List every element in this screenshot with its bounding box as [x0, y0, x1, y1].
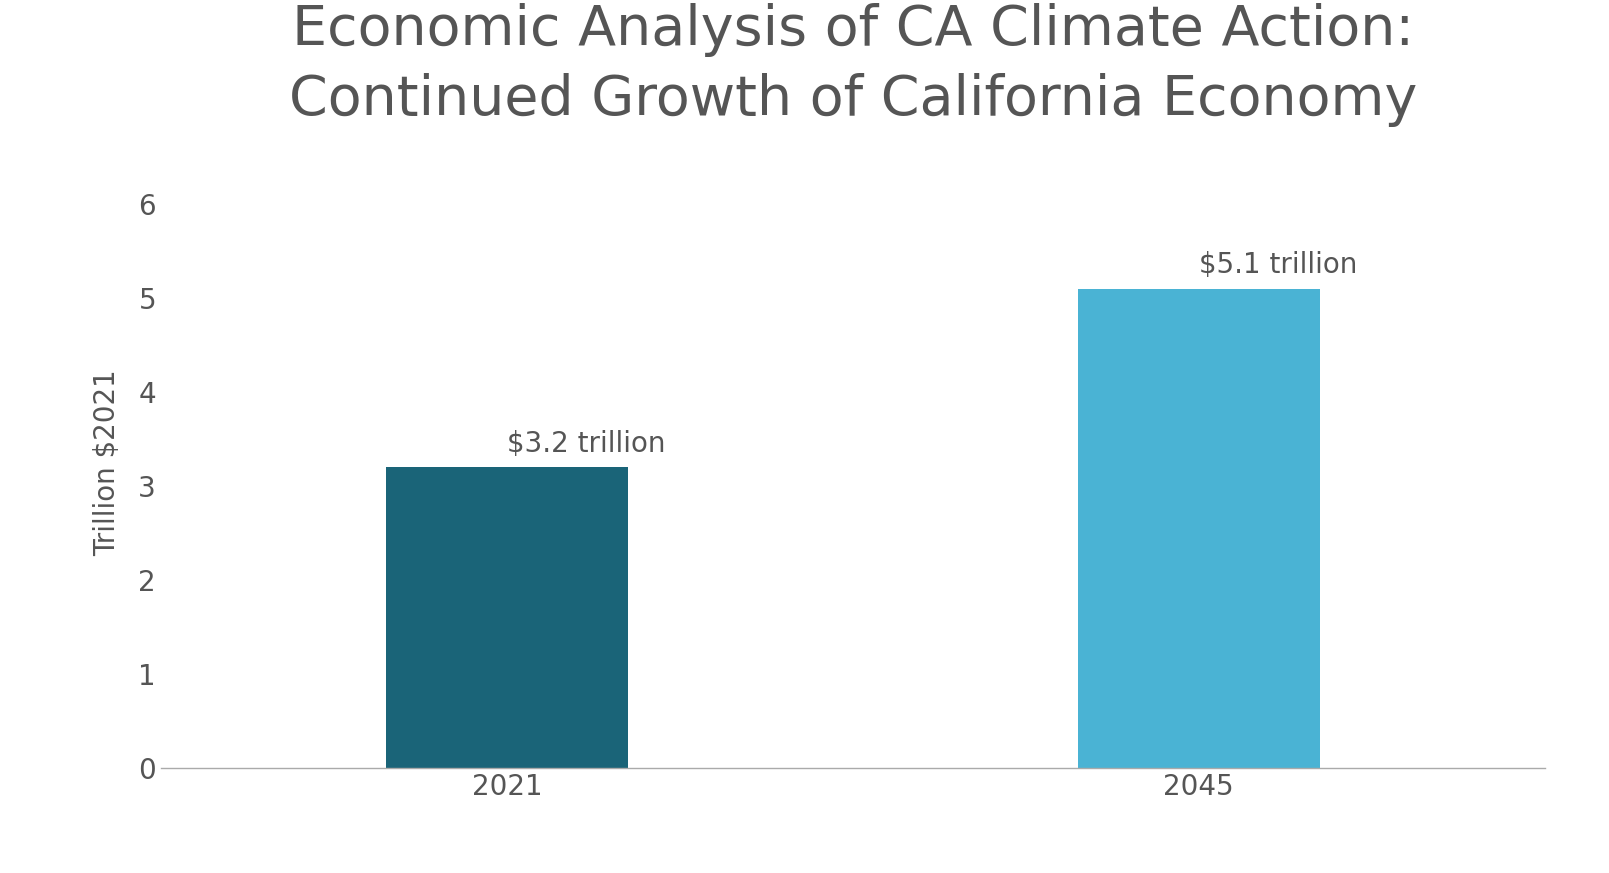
Bar — [1078, 289, 1319, 768]
Y-axis label: Trillion $2021: Trillion $2021 — [93, 369, 122, 556]
Text: $5.1 trillion: $5.1 trillion — [1199, 251, 1356, 279]
Title: Economic Analysis of CA Climate Action:
Continued Growth of California Economy: Economic Analysis of CA Climate Action: … — [288, 3, 1418, 127]
Bar — [386, 467, 628, 768]
Text: $3.2 trillion: $3.2 trillion — [507, 430, 666, 458]
